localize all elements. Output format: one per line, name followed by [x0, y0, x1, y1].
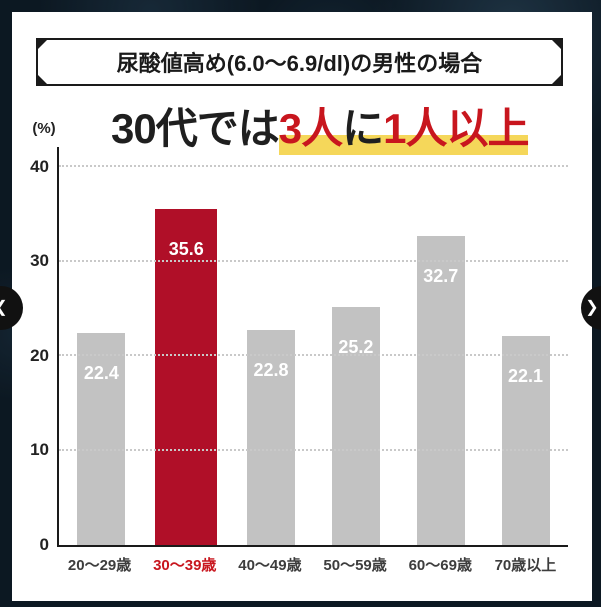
- chevron-right-icon: ❯: [585, 299, 599, 316]
- chart-panel: 尿酸値高め(6.0～6.9/dl)の男性の場合 30代では3人に1人以上 (%)…: [12, 12, 592, 601]
- gridline: [59, 165, 568, 167]
- bar-value-label: 35.6: [168, 238, 204, 259]
- bar-value-label: 22.1: [508, 366, 544, 387]
- x-axis-label: 30～39歳: [153, 557, 217, 574]
- chart-title-box: 尿酸値高め(6.0～6.9/dl)の男性の場合: [36, 38, 563, 86]
- corner-accent-bottom-left-icon: [36, 73, 49, 86]
- carousel-prev-button[interactable]: ❮: [0, 286, 23, 330]
- bar: 25.2: [331, 306, 380, 545]
- bar: 22.1: [501, 336, 550, 545]
- bar: 32.7: [416, 236, 465, 545]
- y-tick-label: 0: [39, 535, 49, 554]
- bar: 35.6: [155, 208, 218, 545]
- headline-segment: 1人以上: [383, 105, 529, 152]
- bar-column: 22.8: [229, 167, 314, 545]
- plot-area: 22.4 35.6 22.8 25.2 32.7 22.1: [59, 165, 568, 545]
- x-axis-label: 20～29歳: [67, 557, 132, 574]
- y-tick-label: 10: [30, 440, 49, 460]
- x-axis-label: 40～49歳: [238, 557, 302, 574]
- gridline: [59, 354, 568, 356]
- bar-chart: 22.4 35.6 22.8 25.2 32.7 22.1 0 10 20 30 40: [30, 147, 568, 554]
- bar-column: 25.2: [313, 167, 398, 545]
- bar-column: 22.1: [483, 167, 568, 545]
- gridline: [59, 448, 568, 451]
- x-axis-labels: 20～29歳 30～39歳 40～49歳 50～59歳 60～69歳 70歳以上: [57, 555, 568, 577]
- bar-value-label: 25.2: [338, 336, 374, 357]
- bar-value-label: 32.7: [423, 266, 459, 286]
- gridline: [59, 259, 568, 262]
- bars-container: 22.4 35.6 22.8 25.2 32.7 22.1: [59, 167, 568, 545]
- headline-segment: に: [342, 105, 384, 152]
- bar-value-label: 22.4: [83, 363, 119, 384]
- headline-segment: 3人: [278, 105, 343, 152]
- carousel-next-button[interactable]: ❯: [581, 286, 601, 330]
- headline-highlight-marker: 3人に1人以上: [278, 105, 529, 155]
- y-axis-unit-label: (%): [32, 120, 56, 137]
- bar-column: 22.4: [59, 167, 144, 545]
- headline-segment: 30代では: [111, 105, 280, 152]
- bar: 22.8: [247, 329, 296, 545]
- x-axis-label: 60～69歳: [408, 557, 472, 574]
- chart-title: 尿酸値高め(6.0～6.9/dl)の男性の場合: [116, 51, 483, 76]
- bar-value-label: 22.8: [253, 359, 289, 380]
- corner-accent-bottom-right-icon: [550, 73, 563, 86]
- bar-column: 35.6: [144, 167, 229, 545]
- headline: 30代では3人に1人以上: [111, 100, 529, 158]
- x-axis-label: 50～59歳: [323, 557, 387, 574]
- y-tick-label: 40: [30, 156, 49, 176]
- x-axis-label: 70歳以上: [494, 557, 557, 574]
- y-tick-label: 30: [30, 251, 49, 271]
- y-tick-label: 20: [30, 345, 49, 365]
- bar-column: 32.7: [398, 167, 483, 545]
- chevron-left-icon: ❮: [0, 300, 8, 316]
- corner-accent-top-right-icon: [550, 38, 563, 51]
- bar: 22.4: [77, 333, 126, 545]
- corner-accent-top-left-icon: [36, 38, 49, 51]
